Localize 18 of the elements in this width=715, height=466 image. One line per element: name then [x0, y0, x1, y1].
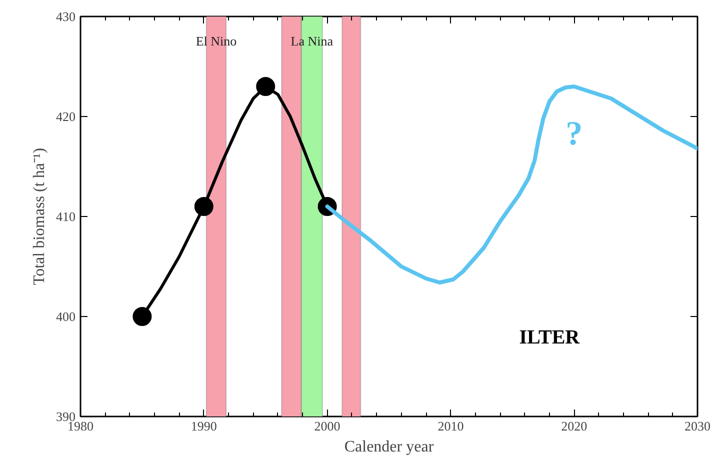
x-tick-label: 2020 [561, 418, 588, 434]
band-label: El Nino [196, 34, 237, 48]
annotation: ILTER [519, 326, 580, 348]
y-axis-title: Total biomass (t ha⁻¹) [31, 148, 48, 286]
y-tick-label: 430 [56, 9, 76, 24]
point [132, 307, 152, 326]
y-tick-label: 410 [56, 209, 76, 224]
y-tick-label: 420 [56, 109, 76, 124]
band-label: La Nina [290, 34, 334, 48]
annotation: ? [566, 116, 583, 152]
point [256, 77, 276, 96]
x-tick-label: 2030 [684, 418, 710, 434]
x-tick-label: 1990 [190, 418, 217, 434]
point [194, 197, 214, 216]
y-tick-label: 400 [56, 309, 76, 324]
x-axis-title: Calender year [344, 438, 434, 456]
x-tick-label: 2000 [314, 418, 340, 434]
x-tick-label: 2010 [438, 418, 464, 434]
